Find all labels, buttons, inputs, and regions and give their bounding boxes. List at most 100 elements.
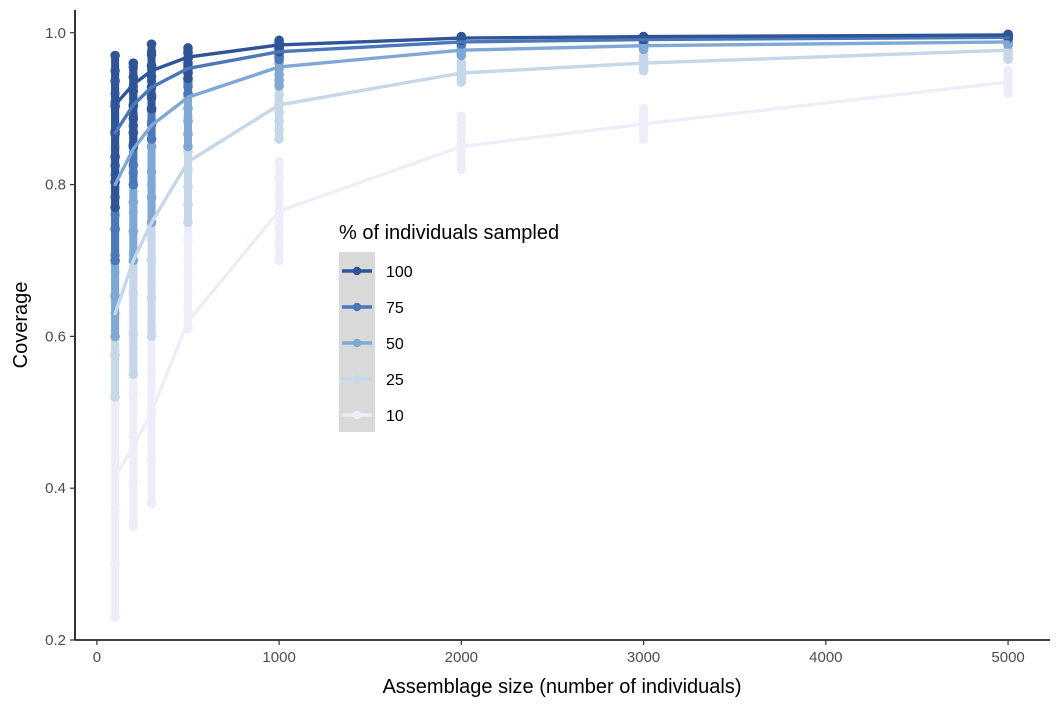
fit-curve-25 [113, 48, 1010, 316]
data-point-50 [183, 116, 193, 127]
data-point-10 [110, 399, 120, 410]
data-point-75 [110, 255, 120, 266]
data-point-50 [146, 192, 157, 203]
legend-label-50: 50 [386, 336, 404, 353]
data-point-25 [183, 200, 193, 210]
data-point-100 [128, 58, 139, 68]
fit-curve-100 [113, 33, 1010, 107]
fit-curve-10 [113, 80, 1010, 479]
data-point-25 [146, 293, 157, 304]
data-point-50 [128, 226, 139, 237]
data-point-50 [456, 50, 467, 61]
data-point-10 [146, 498, 157, 509]
data-point-75 [146, 134, 157, 144]
data-point-25 [274, 116, 284, 127]
data-point-10 [456, 146, 467, 157]
legend-items: 100 75 50 25 10 [342, 264, 413, 425]
data-point-10 [110, 453, 120, 463]
data-point-100 [146, 39, 157, 49]
data-point-100 [146, 50, 157, 60]
y-tick-label: 0.2 [45, 632, 66, 649]
y-axis-ticks: 0.2 0.4 0.6 0.8 1.0 [45, 25, 75, 649]
series-points-25 [110, 39, 1013, 402]
data-point-10 [456, 111, 467, 122]
data-point-10 [146, 454, 157, 464]
data-point-25 [274, 134, 284, 144]
data-point-25 [456, 77, 467, 87]
legend-key-point-100 [352, 266, 362, 276]
series-points-50 [110, 34, 1013, 342]
data-point-25 [110, 350, 120, 361]
data-point-100 [183, 73, 193, 84]
data-point-25 [274, 125, 284, 135]
fit-curves [113, 33, 1010, 479]
y-tick-label: 0.6 [45, 328, 66, 345]
y-tick-label: 0.4 [45, 480, 66, 497]
data-point-10 [456, 164, 467, 175]
data-point-10 [183, 253, 193, 263]
data-point-10 [128, 521, 139, 531]
data-point-10 [110, 559, 120, 569]
y-axis-title: Coverage [10, 282, 32, 369]
legend-label-25: 25 [386, 372, 404, 389]
data-point-50 [110, 291, 120, 301]
data-point-10 [274, 239, 284, 249]
data-point-10 [456, 155, 467, 166]
data-point-100 [128, 127, 139, 138]
x-tick-label: 1000 [262, 649, 295, 666]
data-point-50 [274, 81, 284, 91]
data-point-100 [110, 202, 120, 213]
data-point-100 [110, 50, 120, 61]
data-point-25 [274, 89, 284, 100]
data-point-10 [183, 306, 193, 316]
data-point-50 [128, 197, 139, 208]
data-point-10 [110, 612, 120, 623]
series-points-10 [110, 65, 1013, 623]
data-point-50 [183, 103, 193, 114]
legend-title: % of individuals sampled [339, 222, 559, 244]
fit-curve-75 [113, 35, 1010, 135]
data-point-10 [110, 506, 120, 516]
legend: % of individuals sampled 100 75 50 25 10 [339, 222, 559, 432]
data-point-10 [128, 477, 139, 487]
x-tick-label: 3000 [627, 649, 660, 666]
legend-label-10: 10 [386, 408, 404, 425]
data-point-25 [638, 65, 649, 76]
data-point-75 [128, 160, 139, 170]
data-point-10 [638, 134, 649, 144]
data-point-10 [274, 189, 284, 200]
data-point-100 [146, 103, 157, 114]
fit-curve-50 [113, 40, 1010, 187]
data-point-100 [110, 76, 120, 86]
data-point-50 [146, 167, 157, 177]
x-tick-label: 5000 [991, 649, 1024, 666]
data-point-25 [128, 369, 139, 380]
data-point-50 [183, 129, 193, 139]
data-point-10 [274, 255, 284, 266]
data-point-50 [183, 141, 193, 152]
data-point-25 [183, 182, 193, 192]
data-point-50 [110, 331, 120, 342]
y-tick-label: 0.8 [45, 177, 66, 194]
legend-label-100: 100 [386, 264, 413, 281]
data-point-25 [128, 288, 139, 299]
data-point-75 [110, 224, 120, 234]
data-point-25 [146, 255, 157, 266]
data-point-75 [274, 54, 284, 65]
x-tick-label: 2000 [445, 649, 478, 666]
x-tick-label: 4000 [809, 649, 842, 666]
data-point-100 [110, 151, 120, 162]
data-point-10 [274, 222, 284, 233]
data-point-10 [1003, 88, 1013, 99]
legend-key-point-50 [352, 338, 362, 348]
data-point-10 [274, 157, 284, 167]
data-point-10 [183, 288, 193, 299]
data-point-25 [128, 329, 139, 339]
data-point-100 [128, 72, 139, 82]
data-point-10 [183, 270, 193, 281]
x-axis-title: Assemblage size (number of individuals) [382, 676, 741, 698]
x-tick-label: 0 [93, 649, 101, 666]
data-point-100 [128, 113, 139, 124]
data-point-10 [456, 129, 467, 139]
